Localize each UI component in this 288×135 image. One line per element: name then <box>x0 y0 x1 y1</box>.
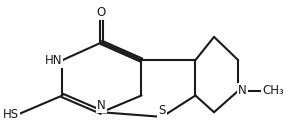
Text: O: O <box>97 6 106 19</box>
Text: N: N <box>238 84 247 97</box>
Text: HS: HS <box>3 108 19 121</box>
Text: N: N <box>97 99 106 112</box>
Text: CH₃: CH₃ <box>262 84 284 97</box>
Text: HN: HN <box>45 54 62 67</box>
Text: S: S <box>158 104 166 117</box>
